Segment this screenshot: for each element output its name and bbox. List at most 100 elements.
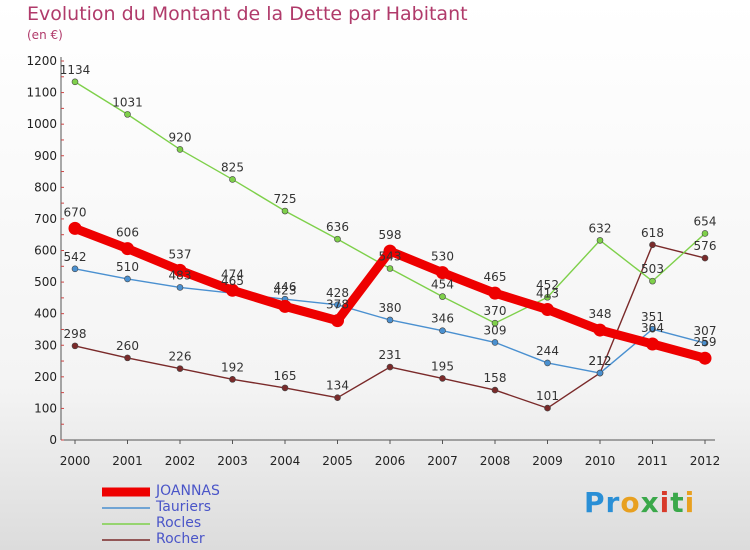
data-point-rocher	[439, 375, 446, 382]
data-label-rocles: 632	[589, 221, 612, 235]
data-labels: 298 260 226 192 165 134 231 195 158 101 212 618 576 1…	[60, 63, 717, 403]
data-point-rocher	[544, 404, 551, 412]
data-label-rocher: 165	[274, 369, 297, 383]
data-point-tauriers	[386, 316, 394, 324]
data-label-joannas: 423	[274, 283, 297, 297]
y-tick-label: 1000	[26, 117, 57, 131]
data-label-joannas: 606	[116, 226, 139, 240]
legend-label-rocles: Rocles	[156, 515, 202, 531]
data-label-tauriers: 346	[431, 312, 454, 326]
legend-label-joannas: JOANNAS	[156, 483, 220, 499]
data-point-rocher	[334, 394, 341, 401]
x-tick-label: 2012	[690, 454, 721, 468]
x-tick-label: 2008	[480, 454, 511, 468]
data-label-rocher: 260	[116, 339, 139, 353]
legend-swatch-rocher	[102, 539, 150, 541]
data-label-rocles: 370	[484, 304, 507, 318]
data-label-rocher: 101	[536, 389, 559, 403]
data-point-joannas	[436, 266, 449, 280]
x-axis-ticks: 2000 2001 2002 2003 2004 2005 2006 2007 2008 2009…	[60, 440, 721, 468]
data-label-rocles: 825	[221, 160, 244, 174]
x-tick-label: 2003	[217, 454, 248, 468]
data-label-rocher: 195	[431, 359, 454, 373]
data-point-rocles	[491, 319, 499, 327]
chart-title: Evolution du Montant de la Dette par Hab…	[27, 3, 468, 25]
y-tick-label: 1100	[26, 86, 57, 100]
data-label-joannas: 465	[484, 270, 507, 284]
axes	[60, 57, 715, 441]
data-label-rocher: 134	[326, 379, 349, 393]
data-label-joannas: 474	[221, 267, 244, 281]
x-tick-label: 2007	[427, 454, 458, 468]
y-tick-label: 800	[34, 180, 57, 194]
data-label-rocher: 298	[64, 327, 87, 341]
x-tick-label: 2000	[60, 454, 91, 468]
data-label-tauriers: 465	[221, 274, 244, 288]
data-label-tauriers: 244	[536, 344, 559, 358]
data-point-rocher	[124, 354, 131, 362]
data-point-tauriers	[124, 275, 131, 283]
data-label-joannas: 348	[589, 307, 612, 321]
data-point-rocles	[229, 176, 236, 183]
legend-swatch-rocles	[102, 523, 150, 525]
data-point-rocher	[386, 363, 394, 371]
data-point-rocher	[176, 365, 184, 372]
data-label-rocles: 654	[694, 214, 717, 228]
data-point-rocles	[596, 237, 604, 244]
data-label-joannas: 530	[431, 250, 454, 264]
x-tick-label: 2004	[270, 454, 301, 468]
legend-swatch-tauriers	[102, 507, 150, 509]
data-point-tauriers	[544, 359, 551, 367]
data-point-rocher	[229, 376, 236, 383]
x-tick-label: 2006	[375, 454, 406, 468]
data-label-tauriers: 351	[641, 310, 664, 324]
data-label-rocles: 920	[169, 130, 192, 144]
data-label-joannas: 537	[169, 247, 192, 261]
data-label-tauriers: 483	[169, 268, 192, 282]
y-tick-label: 300	[34, 338, 57, 352]
data-point-rocles	[281, 207, 289, 215]
x-tick-label: 2009	[532, 454, 563, 468]
data-point-joannas	[541, 303, 554, 317]
series-group	[68, 78, 712, 412]
x-tick-label: 2010	[585, 454, 616, 468]
data-point-tauriers	[71, 265, 79, 273]
data-point-joannas	[121, 242, 134, 256]
y-tick-label: 1200	[26, 54, 57, 68]
y-tick-label: 600	[34, 244, 57, 258]
data-point-joannas	[68, 221, 82, 235]
series-line-rocles	[74, 81, 706, 324]
data-point-tauriers	[701, 339, 709, 347]
data-label-rocher: 231	[379, 348, 402, 362]
data-label-joannas: 259	[694, 335, 717, 349]
data-label-rocles: 454	[431, 278, 454, 292]
proxiti-logo: Proxiti	[584, 486, 696, 519]
data-point-tauriers	[334, 301, 341, 309]
data-point-rocles	[544, 293, 551, 301]
data-label-rocles: 503	[641, 262, 664, 276]
chart-subtitle: (en €)	[27, 28, 63, 42]
data-label-rocles: 1031	[112, 95, 143, 109]
data-label-tauriers: 309	[484, 323, 507, 337]
data-point-tauriers	[439, 327, 446, 335]
data-label-tauriers: 446	[274, 280, 297, 294]
legend-label-rocher: Rocher	[156, 531, 205, 547]
legend-swatch-joannas	[102, 487, 150, 497]
x-tick-label: 2011	[637, 454, 668, 468]
data-label-rocher: 192	[221, 360, 244, 374]
data-label-tauriers: 428	[326, 286, 349, 300]
y-axis-ticks: 0 100 200 300 400 500 600 700 800 900 1000 1100 1200	[26, 54, 57, 447]
y-tick-label: 500	[34, 275, 57, 289]
data-label-tauriers: 307	[694, 324, 717, 338]
data-label-tauriers: 212	[589, 354, 612, 368]
data-point-rocles	[176, 146, 184, 153]
data-label-rocher: 212	[589, 354, 612, 368]
data-point-tauriers	[649, 325, 656, 333]
data-point-joannas	[173, 263, 187, 277]
data-point-rocles	[71, 78, 79, 86]
data-point-rocher	[491, 386, 499, 394]
data-label-rocher: 618	[641, 226, 664, 240]
data-label-joannas: 670	[64, 205, 87, 219]
data-point-joannas	[226, 283, 239, 297]
